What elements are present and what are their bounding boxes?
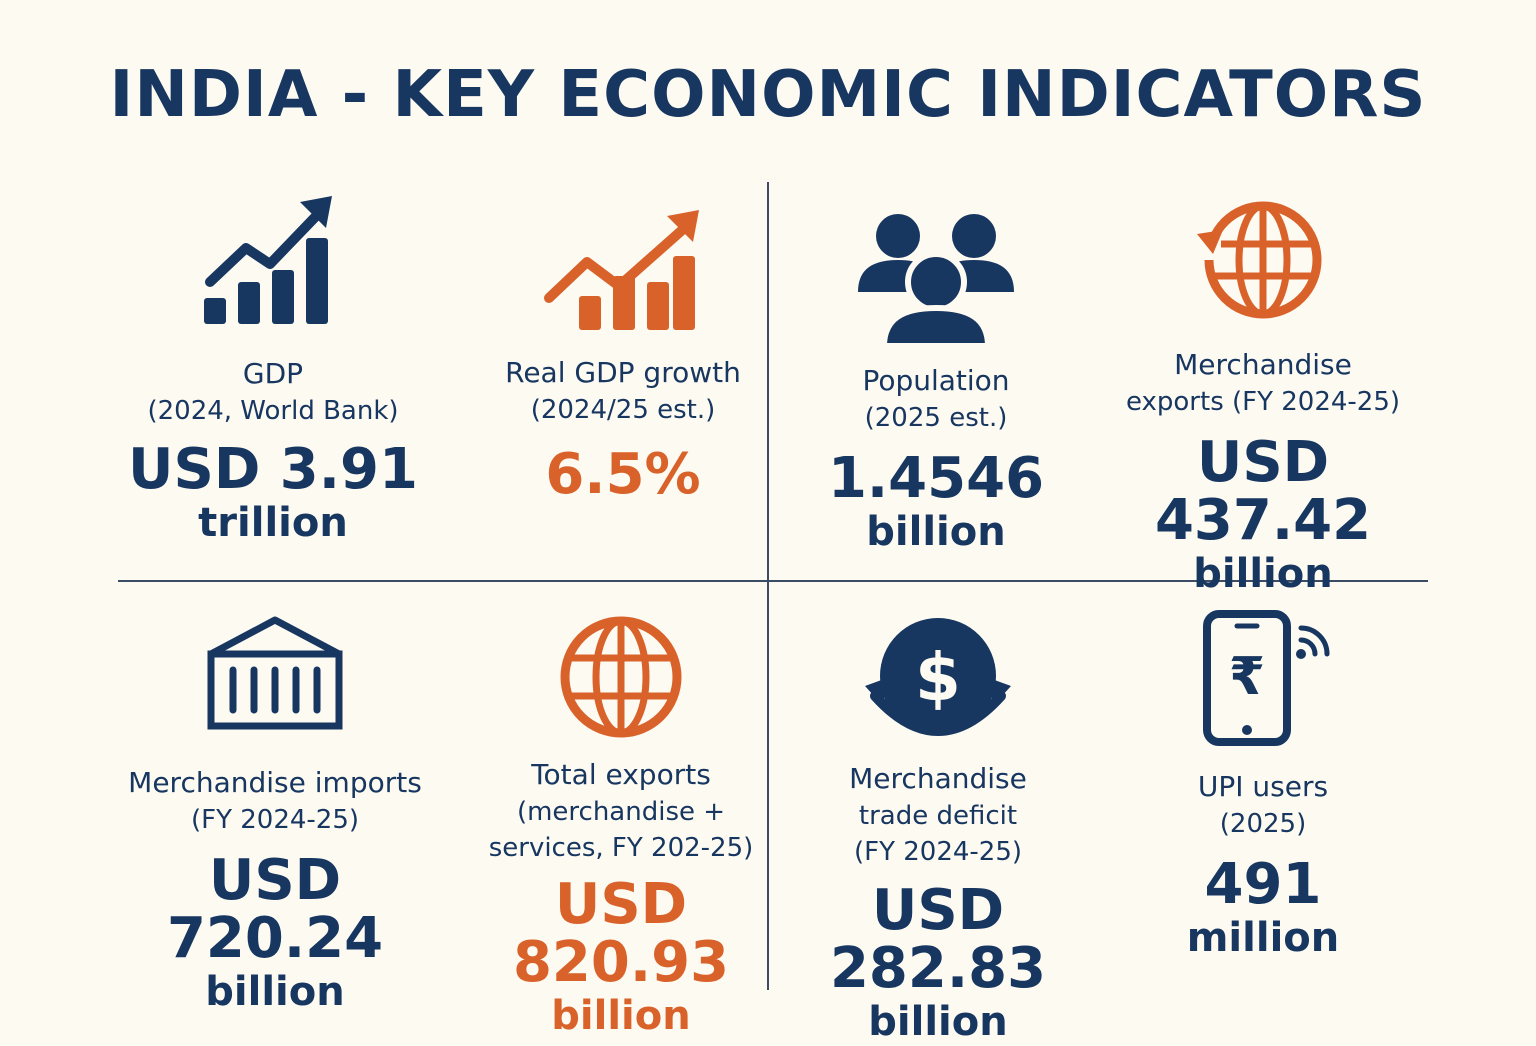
exports-value: USD 437.42 bbox=[1154, 430, 1372, 553]
deficit-value: USD 282.83 bbox=[829, 878, 1047, 1001]
indicator-upi-users: ₹ UPI users (2025) 491 million bbox=[1098, 610, 1428, 962]
vertical-divider bbox=[767, 182, 769, 990]
indicator-real-gdp-growth: Real GDP growth (2024/25 est.) 6.5% bbox=[458, 206, 788, 504]
gdp-value: USD 3.91 bbox=[128, 437, 418, 502]
globe-arrow-icon bbox=[1197, 201, 1322, 319]
imports-value: USD 720.24 bbox=[166, 848, 384, 971]
deficit-sub2: (FY 2024-25) bbox=[853, 837, 1023, 867]
total-exports-label: Total exports bbox=[531, 758, 711, 791]
page-title: INDIA - KEY ECONOMIC INDICATORS bbox=[109, 58, 1427, 132]
growth-value: 6.5% bbox=[545, 442, 701, 507]
phone-rupee-icon: ₹ bbox=[1203, 610, 1330, 746]
indicator-total-exports: Total exports (merchandise + services, F… bbox=[456, 612, 786, 1040]
deficit-sub: trade deficit bbox=[858, 801, 1018, 831]
people-icon bbox=[858, 214, 1014, 348]
population-label: Population bbox=[862, 364, 1010, 397]
gdp-unit: trillion bbox=[198, 500, 348, 546]
gdp-label: GDP bbox=[242, 357, 304, 390]
imports-unit: billion bbox=[205, 969, 345, 1015]
upi-sub: (2025) bbox=[1219, 809, 1307, 839]
exports-sub: exports (FY 2024-25) bbox=[1125, 387, 1401, 417]
exports-label: Merchandise bbox=[1174, 348, 1352, 381]
upi-value: 491 bbox=[1204, 852, 1322, 917]
population-value: 1.4546 bbox=[827, 446, 1045, 511]
total-exports-unit: billion bbox=[551, 993, 691, 1039]
upi-unit: million bbox=[1186, 915, 1340, 961]
population-unit: billion bbox=[866, 509, 1006, 555]
indicator-gdp: GDP (2024, World Bank) USD 3.91 trillion bbox=[108, 190, 438, 547]
indicator-merchandise-imports: Merchandise imports (FY 2024-25) USD 720… bbox=[110, 614, 440, 1016]
total-exports-value: USD 820.93 bbox=[512, 872, 730, 995]
horizontal-divider bbox=[118, 580, 1428, 582]
exports-unit: billion bbox=[1193, 551, 1333, 597]
population-sub: (2025 est.) bbox=[864, 403, 1008, 433]
growth-label: Real GDP growth bbox=[505, 356, 741, 389]
svg-text:₹: ₹ bbox=[1229, 647, 1265, 707]
deficit-unit: billion bbox=[868, 999, 1008, 1045]
imports-sub: (FY 2024-25) bbox=[190, 805, 360, 835]
container-icon bbox=[207, 616, 343, 730]
bar-chart-up-icon bbox=[204, 196, 332, 324]
gdp-sub: (2024, World Bank) bbox=[147, 396, 399, 426]
imports-label: Merchandise imports bbox=[128, 766, 422, 799]
total-exports-sub2: services, FY 202-25) bbox=[488, 833, 754, 863]
growth-chart-icon bbox=[544, 210, 699, 330]
dollar-exchange-icon: $ bbox=[865, 618, 1011, 736]
upi-label: UPI users bbox=[1197, 770, 1329, 803]
svg-text:$: $ bbox=[915, 639, 961, 716]
growth-sub: (2024/25 est.) bbox=[530, 395, 716, 425]
indicator-trade-deficit: $ Merchandise trade deficit (FY 2024-25)… bbox=[773, 616, 1103, 1046]
deficit-label: Merchandise bbox=[849, 762, 1027, 795]
indicator-population: Population (2025 est.) 1.4546 billion bbox=[771, 208, 1101, 556]
total-exports-sub: (merchandise + bbox=[516, 797, 726, 827]
globe-icon bbox=[560, 616, 682, 738]
indicator-merchandise-exports: Merchandise exports (FY 2024-25) USD 437… bbox=[1098, 196, 1428, 598]
